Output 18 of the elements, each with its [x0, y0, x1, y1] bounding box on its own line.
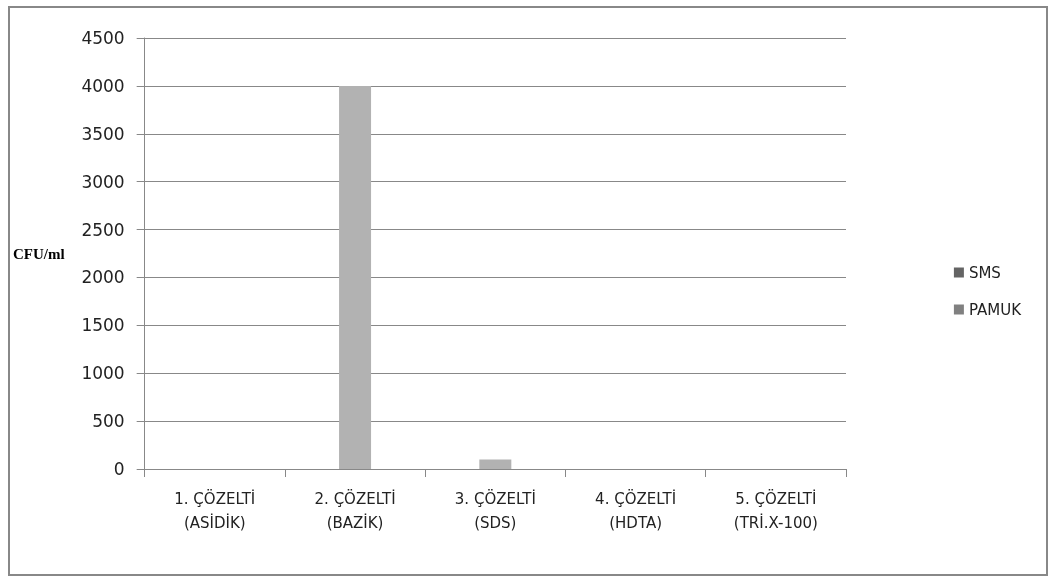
- x-tick-label: 5. ÇÖZELTİ (TRİ.X-100): [733, 489, 818, 532]
- y-tick-label: 500: [92, 411, 125, 432]
- y-tick-label: 3500: [81, 123, 125, 144]
- x-tick-label: 3. ÇÖZELTİ (SDS): [454, 489, 536, 532]
- legend-label: PAMUK: [968, 300, 1023, 319]
- y-tick-label: 4500: [81, 28, 125, 48]
- y-tick-label: 4000: [81, 75, 125, 96]
- x-tick-label: 4. ÇÖZELTİ (HDTA): [595, 489, 677, 532]
- y-tick-label: 1500: [81, 315, 125, 336]
- y-tick-label: 0: [113, 459, 125, 479]
- y-tick-label: 2500: [81, 219, 125, 240]
- y-tick-label: 3000: [81, 171, 125, 192]
- x-tick-label: 2. ÇÖZELTİ (BAZİK): [314, 489, 396, 532]
- y-axis-title: CFU/ml: [12, 245, 65, 262]
- x-tick-label: 1. ÇÖZELTİ (ASİDİK): [174, 489, 256, 532]
- legend-label: SMS: [968, 263, 1001, 282]
- y-tick-label: 1000: [81, 363, 125, 384]
- y-tick-label: 2000: [81, 267, 125, 288]
